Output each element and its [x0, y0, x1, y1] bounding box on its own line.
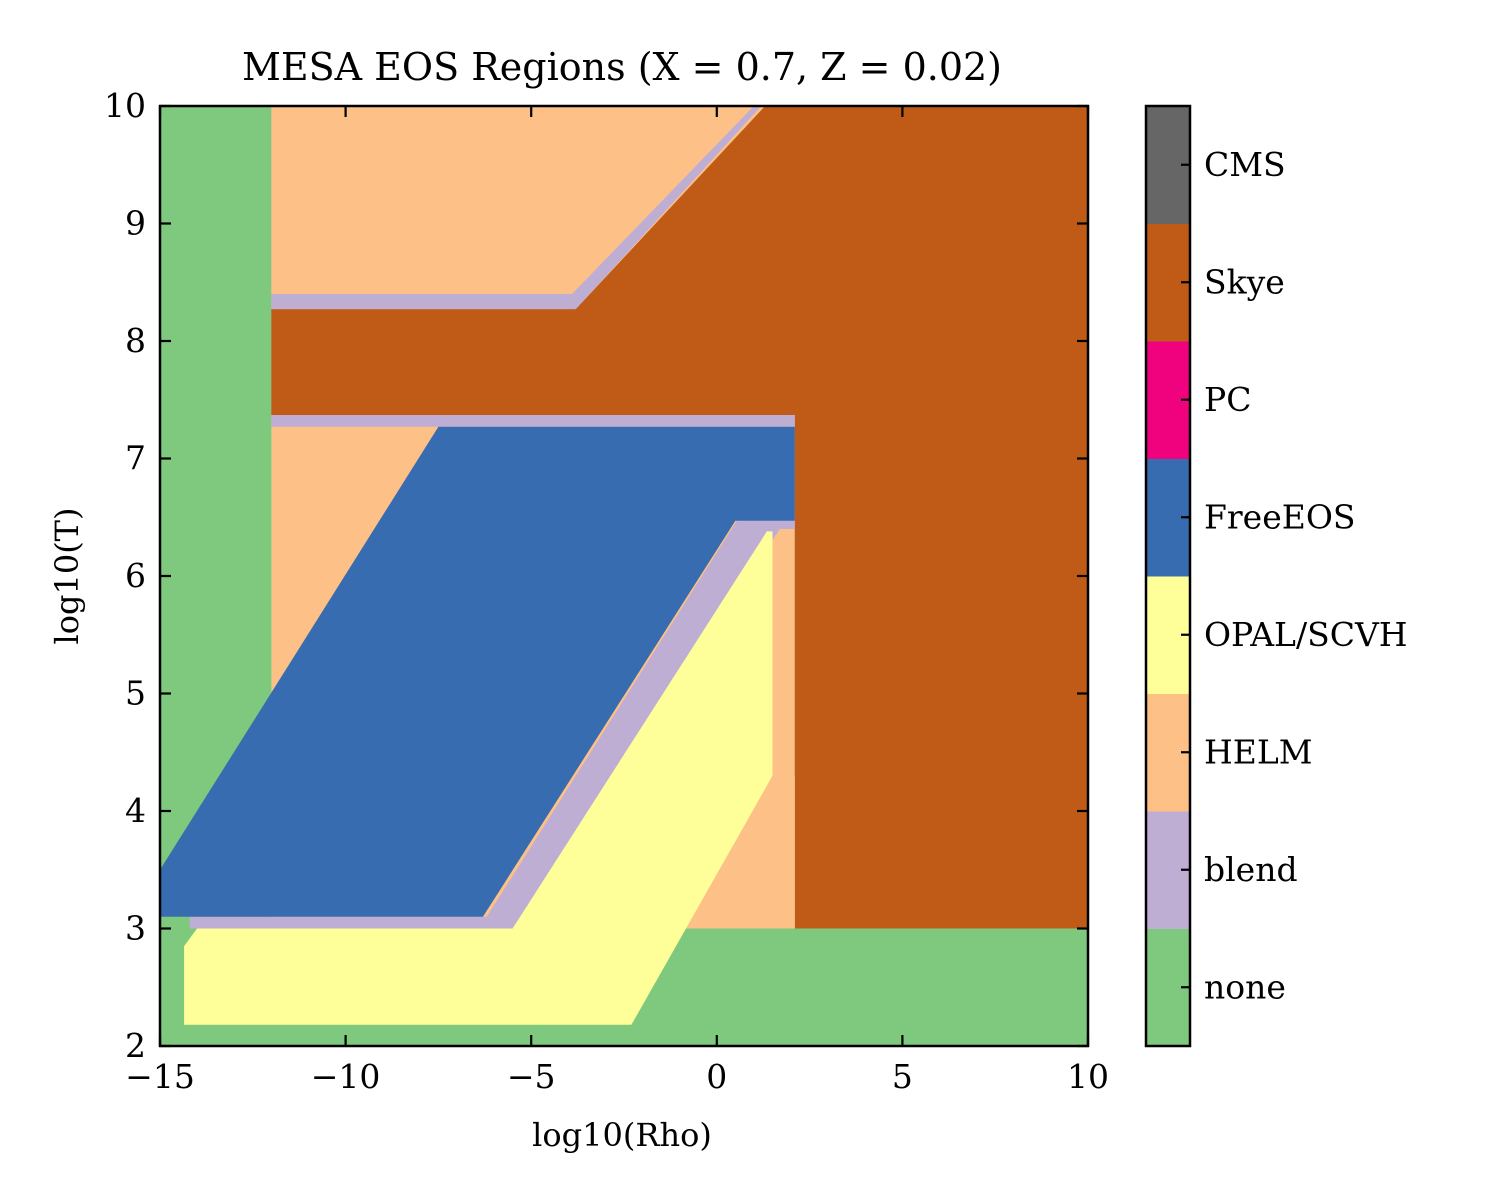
colorbar-label-helm: HELM: [1204, 732, 1313, 771]
x-axis: −15 −10 −5 0 5 10: [125, 106, 1109, 1096]
colorbar: none blend HELM OPAL/SCVH FreeEOS PC Skye CMS: [1144, 104, 1408, 1048]
y-tick-label: 9: [125, 204, 146, 243]
region-opal-scvh: [184, 531, 773, 1025]
colorbar-label-opal-scvh: OPAL/SCVH: [1204, 615, 1408, 654]
x-tick-label: −10: [311, 1057, 381, 1096]
region-helm: [271, 106, 754, 294]
y-tick-label: 4: [125, 791, 146, 830]
x-tick-label: 5: [892, 1057, 913, 1096]
x-axis-label: log10(Rho): [532, 1116, 712, 1154]
y-tick-label: 6: [125, 556, 146, 595]
x-tick-label: 10: [1067, 1057, 1109, 1096]
x-tick-label: 0: [706, 1057, 727, 1096]
y-tick-label: 5: [125, 674, 146, 713]
region-blend: [271, 415, 795, 427]
region-layer: [160, 106, 1088, 1046]
colorbar-frame: [1144, 104, 1192, 1048]
y-axis-label: log10(T): [48, 507, 86, 644]
region-skye: [271, 106, 1088, 929]
y-tick-label: 10: [104, 86, 146, 125]
y-tick-label: 7: [125, 439, 146, 478]
colorbar-label-pc: PC: [1204, 380, 1251, 419]
region-helm: [687, 775, 795, 929]
colorbar-label-none: none: [1204, 967, 1286, 1006]
y-tick-label: 2: [125, 1026, 146, 1065]
x-tick-label: −15: [125, 1057, 195, 1096]
colorbar-label-blend: blend: [1204, 850, 1298, 889]
colorbar-label-skye: Skye: [1204, 262, 1285, 301]
colorbar-label-freeeos: FreeEOS: [1204, 497, 1355, 536]
region-freeeos: [160, 426, 795, 917]
region-blend: [189, 511, 795, 929]
colorbar-label-cms: CMS: [1204, 145, 1286, 184]
x-tick-label: −5: [507, 1057, 556, 1096]
y-tick-label: 3: [125, 909, 146, 948]
y-tick-label: 8: [125, 321, 146, 360]
plot-area: [158, 104, 1090, 1048]
y-axis: 2 3 4 5 6 7 8 9 10: [104, 86, 1088, 1065]
chart-title: MESA EOS Regions (X = 0.7, Z = 0.02): [242, 45, 1002, 89]
